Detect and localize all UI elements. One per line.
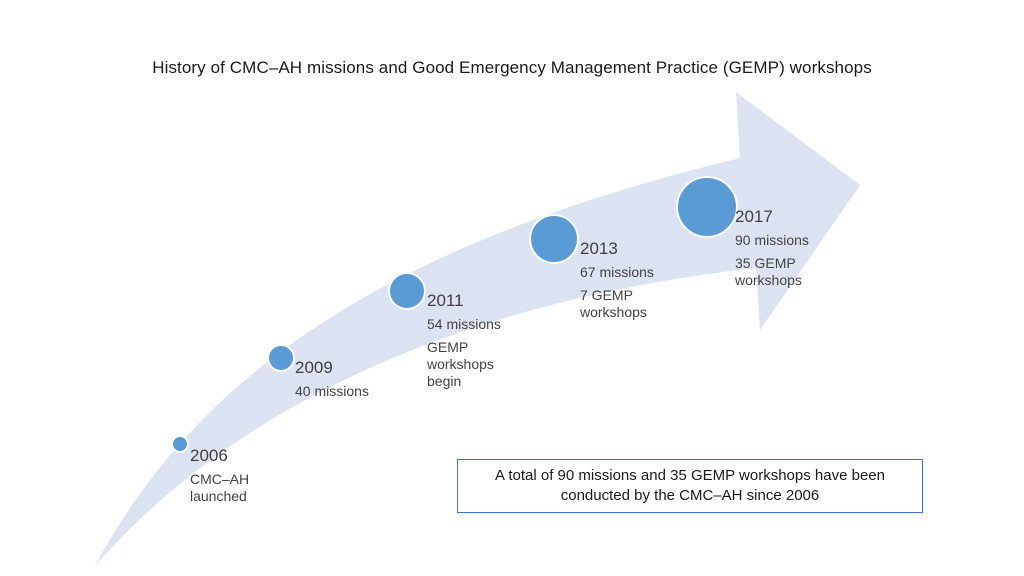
diagram-title: History of CMC–AH missions and Good Emer…	[152, 58, 872, 77]
milestone-2009: 2009 40 missions	[295, 357, 405, 406]
milestone-dot-2013	[529, 214, 579, 264]
milestone-dot-2009	[267, 344, 295, 372]
milestone-detail: 54 missions	[427, 316, 501, 332]
summary-box: A total of 90 missions and 35 GEMP works…	[457, 459, 923, 513]
milestone-year: 2009	[295, 358, 333, 377]
milestone-detail: GEMP workshops begin	[427, 339, 494, 389]
milestone-dot-2011	[388, 272, 426, 310]
milestone-year: 2011	[427, 291, 464, 310]
growth-arrow-shape	[95, 92, 860, 566]
milestone-2011: 2011 54 missions GEMP workshops begin	[427, 290, 527, 396]
milestone-detail: 35 GEMP workshops	[735, 255, 802, 288]
milestone-year: 2006	[190, 446, 228, 465]
milestone-detail: CMC–AH launched	[190, 471, 250, 504]
milestone-detail: 40 missions	[295, 383, 369, 399]
milestone-detail: 90 missions	[735, 232, 809, 248]
milestone-2006: 2006 CMC–AH launched	[190, 445, 280, 511]
milestone-year: 2013	[580, 239, 618, 258]
milestone-2013: 2013 67 missions 7 GEMP workshops	[580, 238, 680, 327]
milestone-dot-2006	[171, 435, 189, 453]
milestone-year: 2017	[735, 207, 773, 226]
milestone-detail: 7 GEMP workshops	[580, 287, 647, 320]
milestone-detail: 67 missions	[580, 264, 654, 280]
milestone-dot-2017	[676, 176, 738, 238]
milestone-2017: 2017 90 missions 35 GEMP workshops	[735, 206, 835, 295]
